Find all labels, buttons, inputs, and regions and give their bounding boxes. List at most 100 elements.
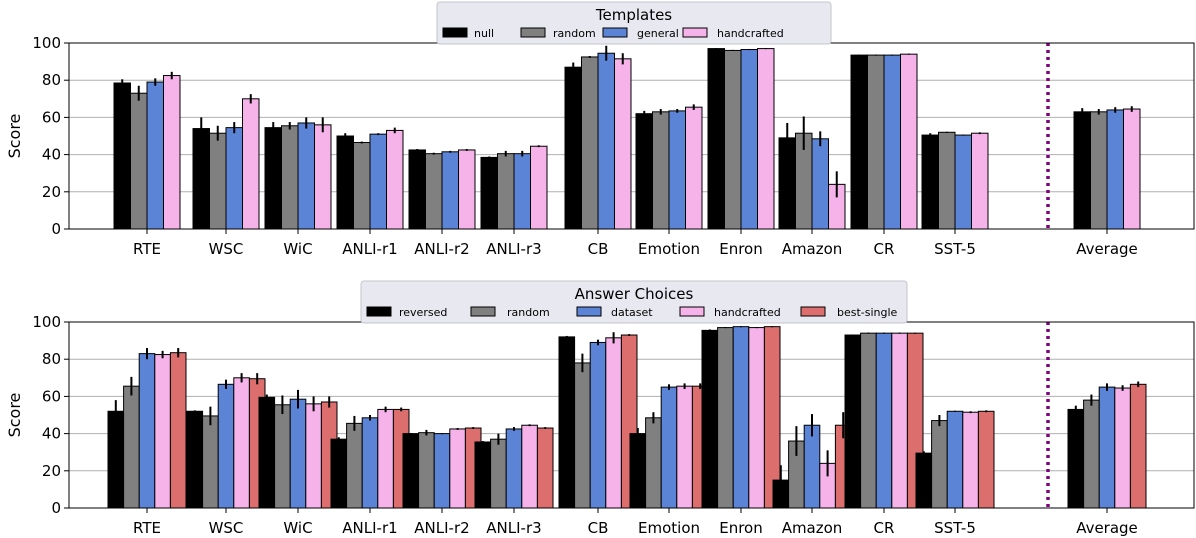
bar-random: [645, 417, 662, 509]
bar-null: [1073, 111, 1091, 230]
legend: Templates null random general handcrafted: [436, 1, 832, 45]
y-tick-label: 60: [42, 108, 61, 126]
x-tick-label: Emotion: [638, 519, 700, 537]
legend-label: general: [637, 27, 679, 40]
y-tick-label: 40: [42, 425, 61, 443]
bar-dataset: [289, 398, 307, 509]
x-tick-label: CR: [874, 240, 895, 258]
bar-handcrafted: [458, 149, 476, 230]
legend-title: Templates: [595, 6, 672, 24]
bar-dataset: [217, 383, 235, 509]
legend-label: handcrafted: [714, 306, 781, 319]
chart-panel-1: 0 20 40 60 80 100 Score RTE WSC WiC ANLI-r1 ANLI-r2…: [5, 1, 1195, 258]
x-tick-label: Amazon: [782, 240, 843, 258]
y-tick-label: 100: [32, 34, 61, 52]
bar-general: [668, 110, 686, 230]
bar-random: [931, 420, 948, 509]
x-tick-label: Amazon: [782, 519, 843, 537]
legend-label: reversed: [399, 306, 447, 319]
legend-swatch-random: [470, 306, 496, 317]
x-tick-label: ANLI-r2: [414, 519, 469, 537]
legend-label: random: [553, 27, 596, 40]
bar-handcrafted: [521, 424, 538, 509]
x-tick-label: SST-5: [934, 519, 976, 537]
bar-null: [564, 66, 582, 230]
bar-handcrafted: [305, 403, 322, 509]
bar-null: [336, 135, 354, 230]
bar-dataset: [875, 332, 893, 509]
bar-dataset: [946, 410, 964, 509]
x-tick-label: ANLI-r1: [342, 240, 397, 258]
y-tick-label: 60: [42, 387, 61, 405]
bar-random: [346, 422, 363, 509]
x-tick-label: Enron: [719, 240, 763, 258]
legend-swatch-best-single: [800, 306, 826, 317]
x-tick-label: CB: [588, 519, 609, 537]
bar-general: [740, 49, 758, 230]
bar-random: [425, 153, 443, 230]
y-tick-label: 80: [42, 350, 61, 368]
bar-null: [635, 113, 653, 230]
bar-dataset: [1098, 386, 1116, 509]
y-axis-label: Score: [5, 114, 24, 159]
bar-random: [490, 438, 507, 509]
bar-null: [921, 134, 939, 230]
legend: Answer Choices reversed random dataset handc…: [360, 280, 908, 324]
y-tick-label: 20: [42, 462, 61, 480]
bar-general: [954, 134, 972, 230]
bar-reversed: [258, 396, 276, 509]
bar-handcrafted: [530, 145, 548, 230]
bar-handcrafted: [757, 48, 775, 230]
bar-reversed: [629, 433, 647, 509]
bar-random: [418, 432, 435, 509]
bar-null: [192, 128, 210, 230]
bar-random: [867, 54, 885, 230]
bar-dataset: [361, 417, 379, 509]
bar-reversed: [186, 410, 204, 509]
bar-reversed: [474, 441, 492, 509]
bar-null: [707, 48, 725, 230]
legend-label: null: [474, 27, 494, 40]
bar-reversed: [402, 433, 420, 509]
bar-reversed: [1067, 408, 1085, 509]
bar-reversed: [701, 329, 719, 509]
bar-general: [883, 54, 901, 230]
bar-random: [209, 132, 227, 230]
x-tick-label: Average: [1076, 519, 1138, 537]
bar-random: [581, 56, 599, 230]
x-tick-label: WSC: [209, 240, 244, 258]
bar-random: [281, 125, 299, 230]
bar-dataset: [732, 326, 750, 509]
bar-reversed: [107, 410, 125, 509]
y-tick-label: 40: [42, 146, 61, 164]
bar-best-single: [1129, 383, 1147, 509]
legend-swatch-null: [442, 27, 468, 38]
x-tick-label: ANLI-r3: [486, 240, 541, 258]
y-axis-label: Score: [5, 393, 24, 438]
bar-handcrafted: [314, 124, 332, 230]
bar-handcrafted: [962, 411, 979, 509]
y-tick-label: 0: [51, 220, 61, 238]
bar-random: [860, 332, 877, 509]
bar-general: [513, 153, 531, 230]
bar-handcrafted: [900, 53, 918, 230]
legend-title: Answer Choices: [575, 285, 694, 303]
chart-panel-2: 0 20 40 60 80 100 Score RTE WSC WiC ANLI-r1 ANLI-r2…: [5, 280, 1195, 537]
x-tick-label: ANLI-r1: [342, 519, 397, 537]
bar-random: [724, 49, 742, 230]
x-tick-label: CB: [588, 240, 609, 258]
bar-handcrafted: [449, 428, 466, 509]
bar-random: [1090, 111, 1108, 230]
legend-swatch-dataset: [576, 306, 602, 317]
bar-null: [113, 82, 131, 230]
legend-swatch-handcrafted: [682, 27, 708, 38]
x-tick-label: Average: [1076, 240, 1138, 258]
bar-dataset: [803, 424, 821, 509]
bar-general: [369, 133, 387, 230]
bar-handcrafted: [685, 106, 703, 230]
x-tick-label: RTE: [133, 240, 161, 258]
bar-random: [353, 142, 371, 230]
y-tick-label: 0: [51, 499, 61, 517]
legend-label: random: [507, 306, 550, 319]
